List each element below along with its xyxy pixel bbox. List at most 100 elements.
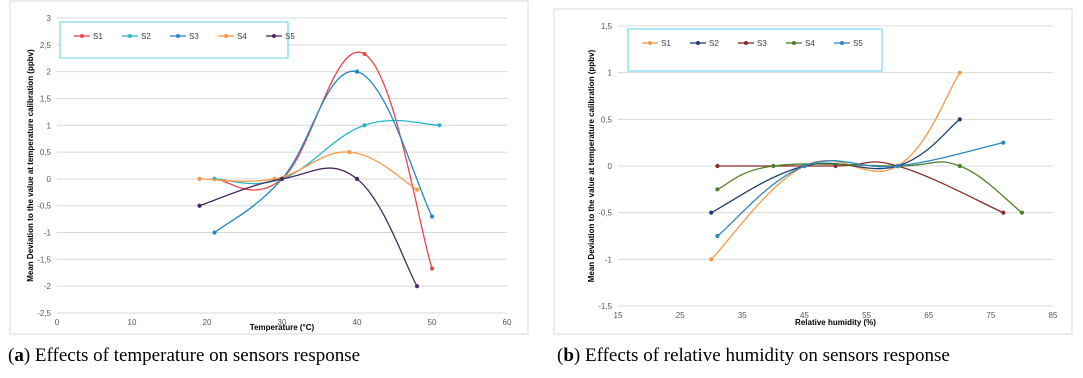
data-point-s3 — [1001, 210, 1006, 215]
y-tick-label: 1,5 — [601, 22, 613, 31]
data-point-s4 — [414, 187, 420, 192]
y-tick-label: -0,5 — [598, 209, 612, 218]
caption-a: (a) Effects of temperature on sensors re… — [8, 345, 361, 366]
y-tick-label: 1,5 — [40, 94, 52, 103]
data-point-s3 — [429, 214, 435, 219]
legend-label-s2: S2 — [141, 32, 151, 41]
x-tick-label: 35 — [738, 311, 747, 320]
caption-a-text: Effects of temperature on sensors respon… — [34, 345, 361, 366]
chart-panel-temperature: -2,5 -2 -1,5 -1 -0,5 0 0,5 1 1,5 2 2,5 3 0 10 20 30 40 50… — [0, 0, 540, 338]
data-point-s5 — [414, 284, 420, 289]
legend-marker-s3 — [744, 41, 748, 45]
x-tick-label: 55 — [862, 311, 871, 320]
data-point-s2 — [709, 210, 714, 215]
data-point-s5 — [895, 163, 900, 169]
legend-label-s4: S4 — [237, 32, 247, 41]
legend-marker-s4 — [224, 34, 228, 38]
data-point-s1 — [709, 257, 714, 262]
legend-marker-s4 — [792, 41, 796, 45]
x-tick-label: 30 — [278, 318, 287, 327]
y-tick-label: -1,5 — [598, 302, 612, 311]
legend-marker-s5 — [272, 34, 276, 38]
legend-marker-s3 — [176, 34, 180, 38]
x-tick-label: 15 — [614, 311, 623, 320]
y-tick-label: 3 — [47, 14, 52, 23]
data-point-s1 — [362, 51, 367, 57]
y-tick-label: 0 — [47, 175, 52, 184]
y-tick-label: 0,5 — [40, 148, 52, 157]
series-line-s5 — [717, 142, 1004, 237]
x-tick-label: 75 — [986, 311, 995, 320]
y-tick-label: -2 — [44, 282, 52, 291]
caption-b: (b) Effects of relative humidity on sens… — [557, 345, 950, 366]
x-tick-label: 20 — [203, 318, 212, 327]
legend-marker-s2 — [696, 41, 700, 45]
data-point-s1 — [957, 70, 962, 75]
data-point-s3 — [354, 69, 360, 74]
data-point-s4 — [1019, 210, 1025, 215]
caption-b-label: b — [563, 345, 574, 366]
y-tick-label: -1 — [44, 229, 52, 238]
data-point-s5 — [279, 176, 285, 182]
x-tick-label: 65 — [924, 311, 933, 320]
x-tick-label: 25 — [676, 311, 685, 320]
legend-label-s2: S2 — [709, 39, 719, 48]
legend-label-s1: S1 — [93, 32, 103, 41]
y-tick-label: 0,5 — [601, 115, 613, 124]
caption-b-text: Effects of relative humidity on sensors … — [584, 345, 950, 366]
data-point-s3 — [212, 230, 217, 235]
y-tick-label: 2 — [47, 68, 52, 77]
legend-label-s1: S1 — [661, 39, 671, 48]
x-axis-label: Temperature (°C) — [250, 323, 315, 332]
series-line-s3 — [214, 70, 433, 234]
data-point-s4 — [197, 176, 202, 182]
legend-marker-s1 — [80, 34, 84, 38]
chart-panel-humidity: -1,5 -1 -0,5 0 0,5 1 1,5 15 25 35 45 55 65 75 85 Relati… — [543, 0, 1083, 338]
legend-box — [59, 21, 289, 59]
legend-marker-s2 — [128, 34, 132, 38]
y-axis-label: Mean Deviation to the value at temperatu… — [587, 49, 596, 282]
data-point-s1 — [429, 266, 435, 271]
x-tick-label: 10 — [128, 318, 137, 327]
y-tick-label: 2,5 — [40, 41, 52, 50]
x-tick-label: 60 — [503, 318, 512, 327]
data-point-s5 — [1001, 140, 1006, 145]
legend-marker-s5 — [840, 41, 844, 45]
data-point-s2 — [437, 123, 442, 128]
data-point-s3 — [715, 163, 720, 169]
data-point-s2 — [957, 117, 962, 122]
y-tick-label: -2,5 — [37, 309, 51, 318]
legend-marker-s1 — [648, 41, 652, 45]
x-tick-label: 45 — [800, 311, 809, 320]
series-line-s1 — [214, 51, 433, 269]
legend-box — [627, 28, 883, 72]
legend-label-s5: S5 — [285, 32, 295, 41]
y-tick-label: 1 — [608, 69, 613, 78]
data-point-s5 — [715, 233, 720, 239]
data-point-s5 — [354, 176, 360, 182]
data-point-s4 — [771, 163, 776, 169]
data-point-s2 — [362, 123, 367, 128]
data-point-s4 — [715, 187, 720, 192]
caption-a-label: a — [14, 345, 24, 366]
y-tick-label: 1 — [47, 121, 52, 130]
data-point-s4 — [957, 163, 962, 169]
x-tick-label: 0 — [55, 318, 60, 327]
y-tick-label: -0,5 — [37, 202, 51, 211]
legend-label-s3: S3 — [757, 39, 767, 48]
chart-humidity: -1,5 -1 -0,5 0 0,5 1 1,5 15 25 35 45 55 65 75 85 Relati… — [553, 8, 1073, 335]
legend-label-s5: S5 — [853, 39, 863, 48]
y-tick-label: -1 — [605, 255, 613, 264]
x-axis-label: Relative humidity (%) — [795, 318, 876, 327]
data-point-s4 — [347, 149, 352, 155]
x-tick-label: 40 — [353, 318, 362, 327]
series-line-s2 — [214, 119, 440, 185]
legend-label-s3: S3 — [189, 32, 199, 41]
y-tick-label: -1,5 — [37, 255, 51, 264]
x-tick-label: 85 — [1049, 311, 1058, 320]
x-tick-label: 50 — [428, 318, 437, 327]
legend-label-s4: S4 — [805, 39, 815, 48]
y-axis-label: Mean Deviation to the value at temperatu… — [26, 49, 35, 282]
data-point-s5 — [197, 203, 202, 208]
series-line-s4 — [199, 151, 418, 191]
